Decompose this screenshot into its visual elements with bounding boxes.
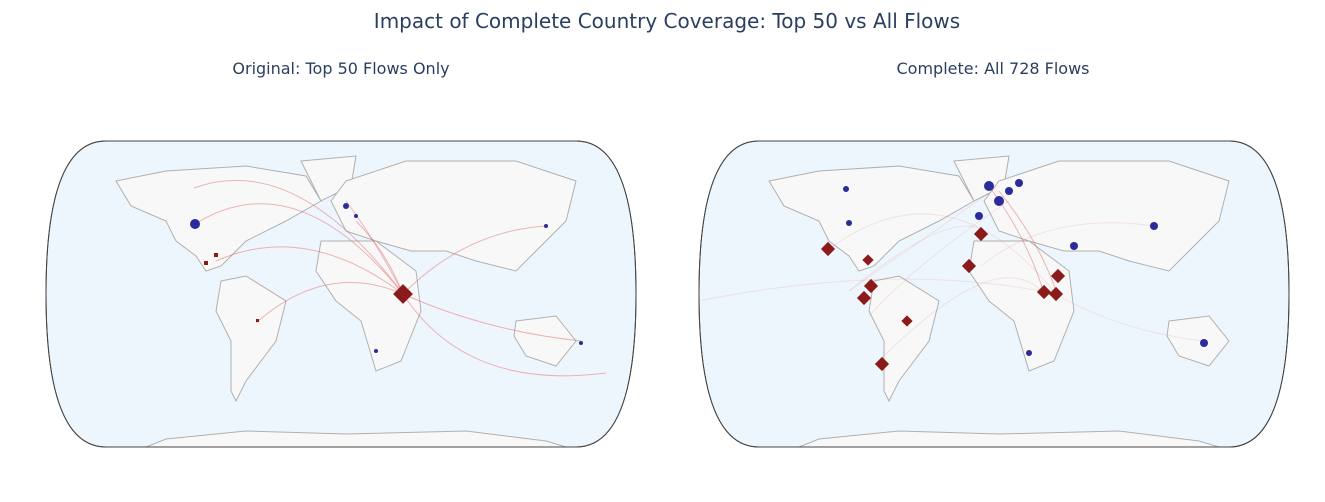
map-title: Complete: All 728 Flows <box>897 59 1090 78</box>
map <box>46 141 636 447</box>
chart-title: Impact of Complete Country Coverage: Top… <box>374 9 960 33</box>
map-title: Original: Top 50 Flows Only <box>232 59 449 78</box>
map <box>699 141 1289 447</box>
